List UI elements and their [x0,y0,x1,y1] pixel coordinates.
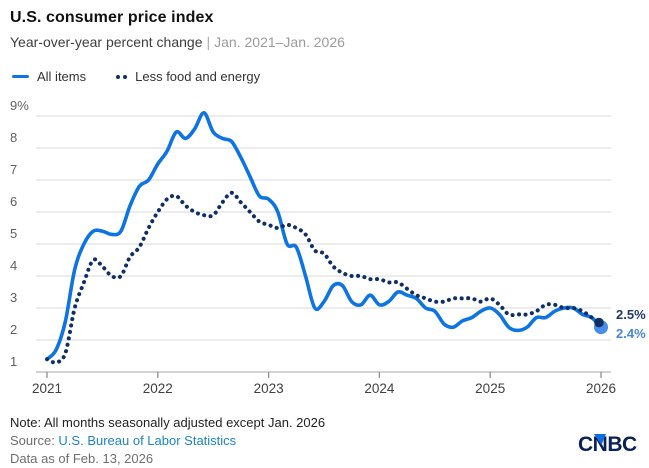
legend-item-less-food-energy: Less food and energy [116,69,260,84]
y-axis-label: 1 [10,354,17,369]
y-axis-label: 5 [10,226,17,241]
y-axis-label: 9% [10,98,29,113]
chart-subtitle: Year-over-year percent change | Jan. 2021–… [10,34,345,50]
chart-legend: All items Less food and energy [12,69,260,84]
cnbc-logo-triangle-icon [594,434,606,445]
legend-item-all-items: All items [12,69,86,84]
x-axis-label: 2023 [254,381,284,396]
source-link[interactable]: U.S. Bureau of Labor Statistics [58,433,237,448]
y-axis-label: 3 [10,290,17,305]
y-axis-label: 6 [10,194,17,209]
x-axis-label: 2024 [364,381,395,396]
series-line-all-items [45,111,603,361]
series-line-less-food-and-energy [45,190,603,365]
x-axis-label: 2026 [586,381,616,396]
solid-line-swatch [12,74,29,79]
legend-label-all-items: All items [37,69,87,84]
y-axis-label: 2 [10,322,17,337]
data-as-of: Data as of Feb. 13, 2026 [10,451,154,466]
subtitle-separator: | [206,34,211,50]
y-axis-label: 7 [10,162,17,177]
cnbc-logo: CNBC [578,433,642,457]
dotted-line-swatch [116,74,128,79]
y-axis-label: 8 [10,130,17,145]
legend-label-less-food-energy: Less food and energy [135,69,261,84]
y-axis-label: 4 [10,258,17,273]
source-prefix: Source: [10,433,59,448]
end-value-label-less-food-energy: 2.5% [616,307,646,322]
endpoint-marker-less-food-energy [594,317,604,328]
page-title: U.S. consumer price index [10,9,214,26]
cpi-line-chart: 9% 8 7 6 5 4 3 2 1 2021 2022 2023 2024 2025 2026 2.5% 2.… [10,98,646,396]
x-axis-label: 2021 [32,381,62,396]
subtitle-main: Year-over-year percent change [10,34,203,50]
subtitle-date-range: Jan. 2021–Jan. 2026 [214,34,345,50]
x-axis-label: 2025 [475,381,505,396]
chart-source: Source: U.S. Bureau of Labor Statistics [10,433,236,448]
chart-note: Note: All months seasonally adjusted exc… [10,415,326,430]
x-axis-label: 2022 [143,381,173,396]
end-value-label-all-items: 2.4% [616,326,646,341]
cnbc-logo-text: CNBC [578,433,637,456]
